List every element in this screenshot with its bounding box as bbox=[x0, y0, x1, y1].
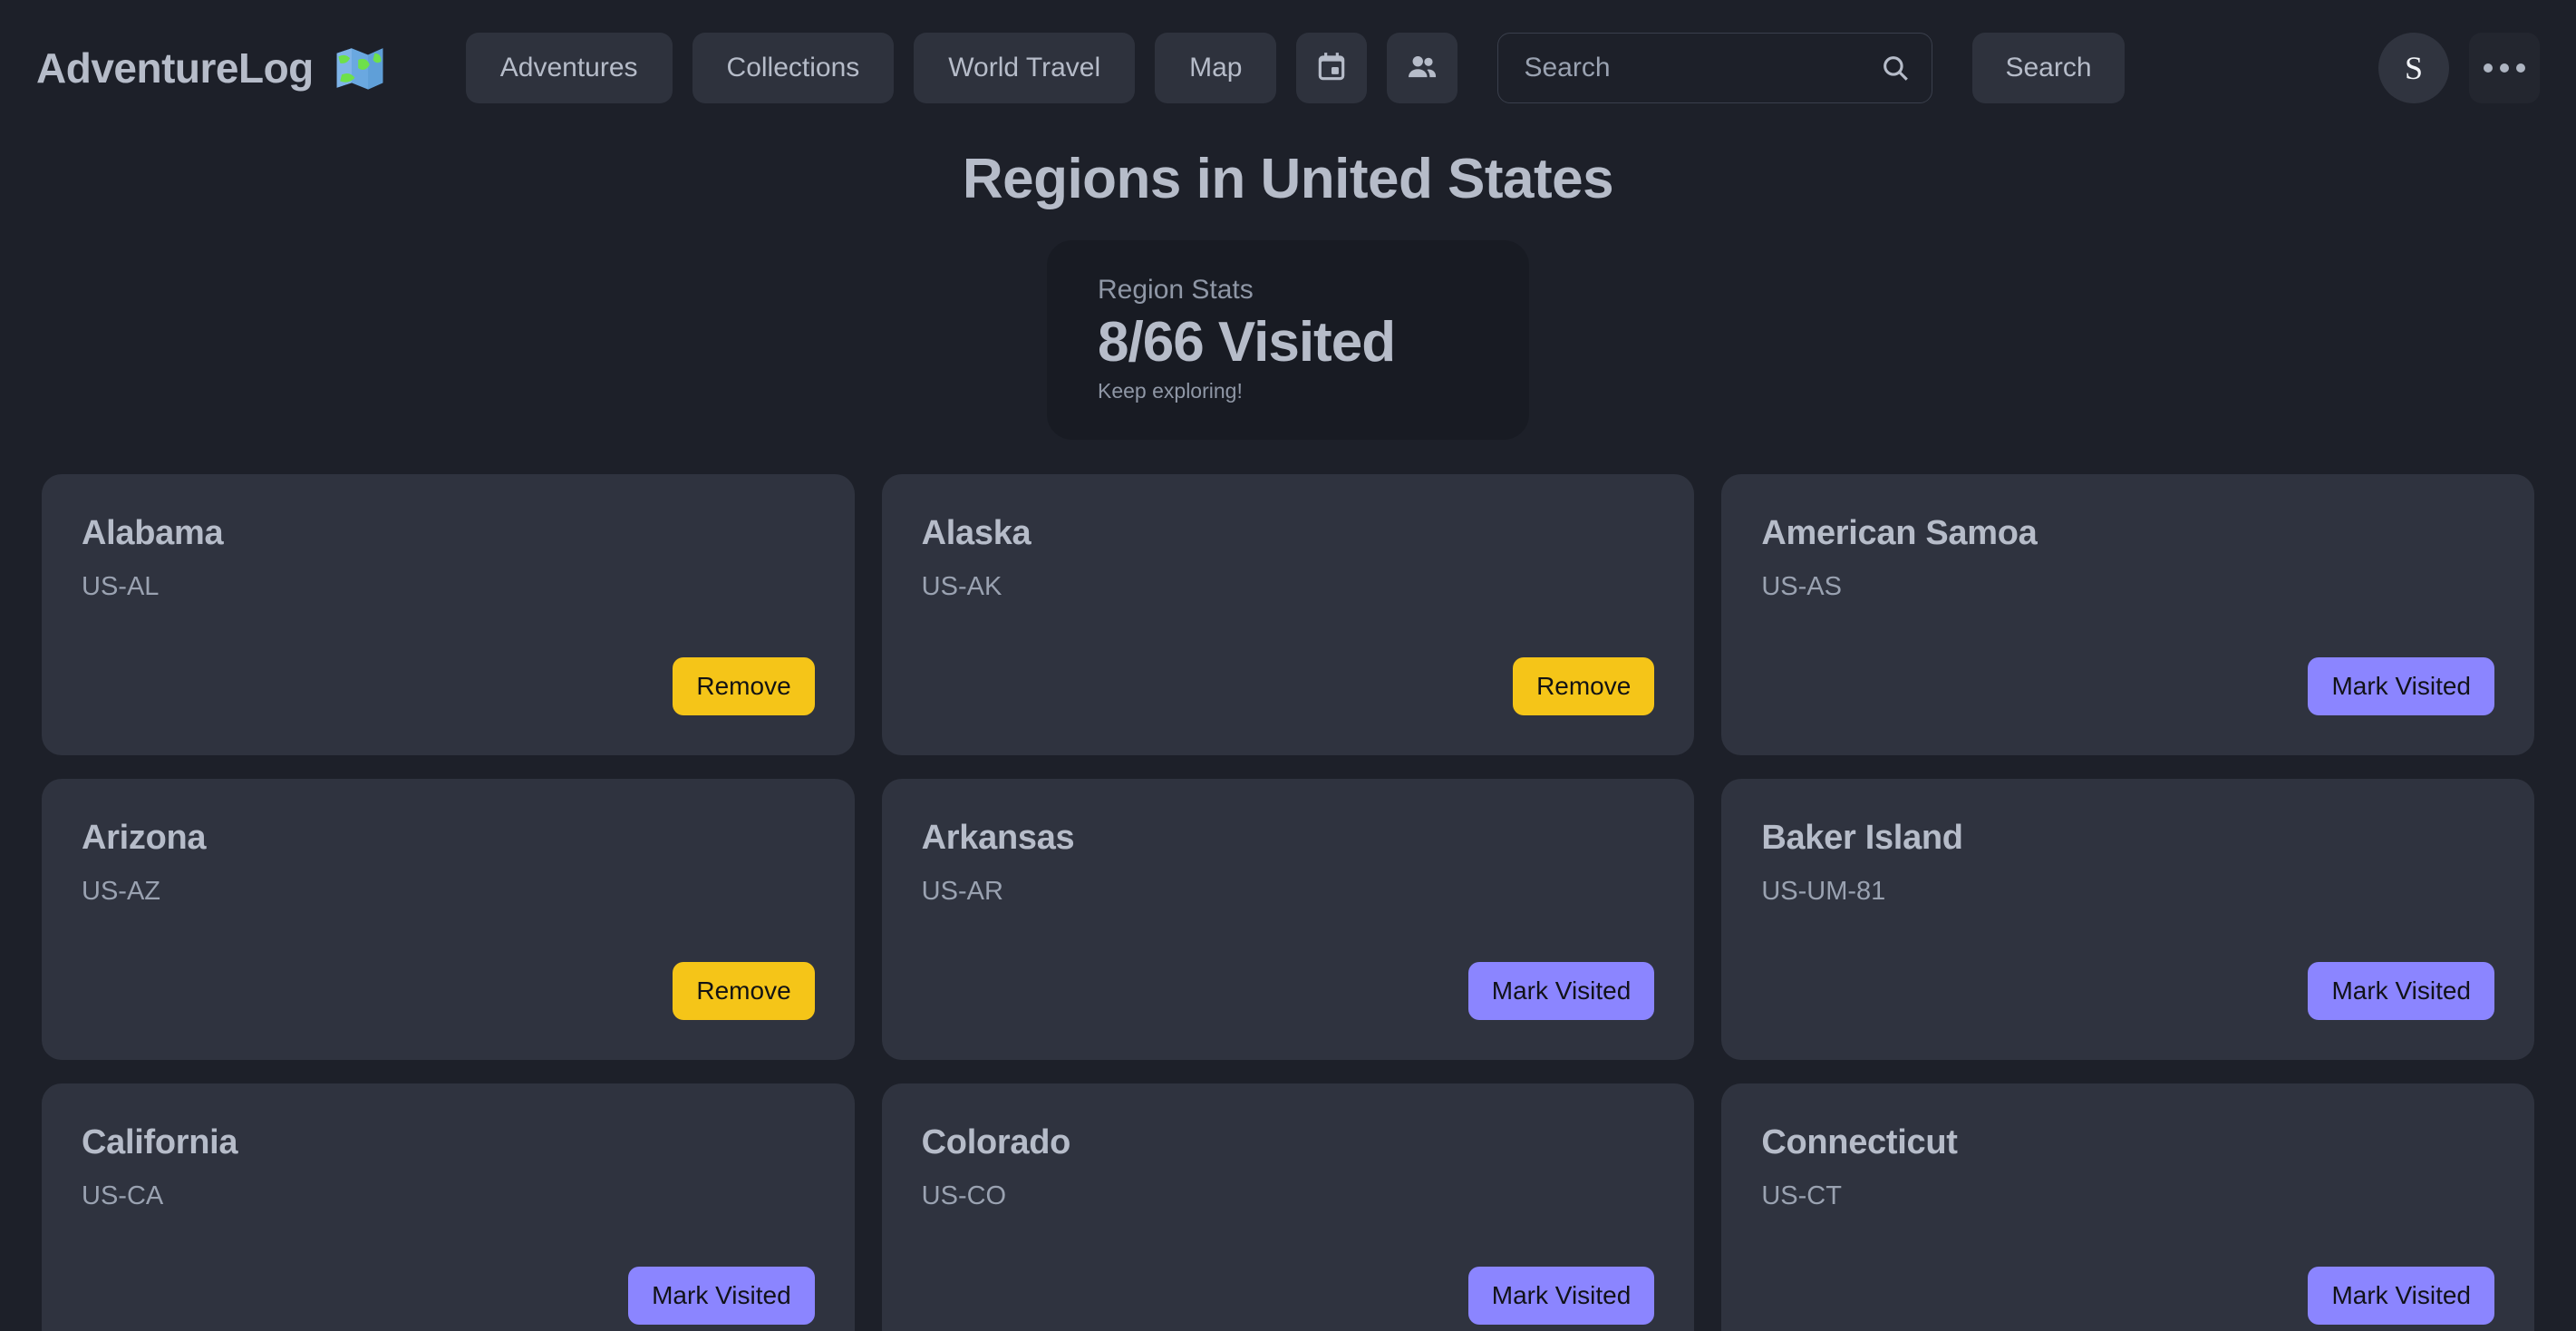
region-card-actions: Mark Visited bbox=[1761, 1267, 2494, 1331]
remove-button[interactable]: Remove bbox=[1513, 657, 1655, 716]
nav-map[interactable]: Map bbox=[1155, 33, 1277, 103]
mark-visited-button[interactable]: Mark Visited bbox=[2308, 657, 2494, 716]
region-code: US-CO bbox=[921, 1181, 1007, 1211]
region-name: American Samoa bbox=[1761, 514, 2038, 553]
nav-collections[interactable]: Collections bbox=[692, 33, 895, 103]
search-input[interactable] bbox=[1497, 33, 1933, 103]
ellipsis-icon bbox=[2484, 63, 2525, 73]
region-stats-card: Region Stats 8/66 Visited Keep exploring… bbox=[1047, 240, 1529, 441]
region-name: California bbox=[82, 1123, 238, 1162]
region-card: Arizona US-AZ Remove bbox=[42, 779, 855, 1061]
region-code: US-AS bbox=[1761, 572, 1842, 602]
page-title: Regions in United States bbox=[962, 148, 1614, 210]
nav-world-travel[interactable]: World Travel bbox=[914, 33, 1136, 103]
mark-visited-button[interactable]: Mark Visited bbox=[2308, 1267, 2494, 1326]
avatar[interactable]: S bbox=[2378, 33, 2449, 103]
region-card: American Samoa US-AS Mark Visited bbox=[1721, 474, 2534, 756]
calendar-icon bbox=[1314, 50, 1349, 87]
mark-visited-button[interactable]: Mark Visited bbox=[1467, 1267, 1655, 1326]
region-card-actions: Remove bbox=[82, 657, 815, 755]
nav-links: Adventures Collections World Travel Map bbox=[465, 33, 2125, 103]
main-content: Regions in United States Region Stats 8/… bbox=[0, 147, 2576, 1331]
region-code: US-UM-81 bbox=[1761, 877, 1886, 907]
nav-adventures[interactable]: Adventures bbox=[465, 33, 673, 103]
region-name: Connecticut bbox=[1761, 1123, 1958, 1162]
mark-visited-button[interactable]: Mark Visited bbox=[628, 1267, 815, 1326]
region-stats-value: 8/66 Visited bbox=[1098, 311, 1396, 374]
region-card-actions: Mark Visited bbox=[1761, 962, 2494, 1060]
region-card: Connecticut US-CT Mark Visited bbox=[1721, 1083, 2534, 1331]
region-card-actions: Remove bbox=[82, 962, 815, 1060]
remove-button[interactable]: Remove bbox=[673, 657, 815, 716]
remove-button[interactable]: Remove bbox=[673, 962, 815, 1021]
navbar: AdventureLog Adventures Collections Worl… bbox=[0, 0, 2576, 136]
region-card-actions: Remove bbox=[922, 657, 1655, 755]
region-card: California US-CA Mark Visited bbox=[42, 1083, 855, 1331]
region-name: Baker Island bbox=[1761, 819, 1963, 858]
region-code: US-AL bbox=[82, 572, 160, 602]
region-code: US-AR bbox=[921, 877, 1003, 907]
region-card: Baker Island US-UM-81 Mark Visited bbox=[1721, 779, 2534, 1061]
search-field[interactable] bbox=[1497, 33, 1933, 103]
region-name: Alaska bbox=[921, 514, 1031, 553]
brand-name: AdventureLog bbox=[36, 44, 314, 92]
region-card: Alabama US-AL Remove bbox=[42, 474, 855, 756]
region-card-actions: Mark Visited bbox=[922, 1267, 1655, 1331]
region-name: Alabama bbox=[82, 514, 224, 553]
mark-visited-button[interactable]: Mark Visited bbox=[1467, 962, 1655, 1021]
users-icon bbox=[1405, 50, 1439, 87]
region-card: Arkansas US-AR Mark Visited bbox=[881, 779, 1695, 1061]
world-map-icon bbox=[334, 42, 386, 94]
region-stats-subtitle: Keep exploring! bbox=[1098, 379, 1243, 403]
region-name: Arizona bbox=[82, 819, 207, 858]
brand[interactable]: AdventureLog bbox=[36, 42, 386, 94]
region-card-actions: Mark Visited bbox=[82, 1267, 815, 1331]
nav-right: S bbox=[2378, 33, 2540, 103]
region-card-actions: Mark Visited bbox=[1761, 657, 2494, 755]
region-card-actions: Mark Visited bbox=[922, 962, 1655, 1060]
region-stats-label: Region Stats bbox=[1098, 275, 1254, 305]
regions-grid: Alabama US-AL Remove Alaska US-AK Remove Ameri… bbox=[0, 474, 2576, 1331]
region-code: US-CA bbox=[82, 1181, 164, 1211]
overflow-menu-button[interactable] bbox=[2469, 33, 2540, 103]
calendar-button[interactable] bbox=[1296, 33, 1368, 103]
region-code: US-AK bbox=[921, 572, 1002, 602]
region-name: Arkansas bbox=[921, 819, 1075, 858]
region-card: Colorado US-CO Mark Visited bbox=[881, 1083, 1695, 1331]
region-name: Colorado bbox=[921, 1123, 1071, 1162]
mark-visited-button[interactable]: Mark Visited bbox=[2308, 962, 2494, 1021]
users-button[interactable] bbox=[1387, 33, 1458, 103]
region-card: Alaska US-AK Remove bbox=[881, 474, 1695, 756]
region-code: US-CT bbox=[1761, 1181, 1842, 1211]
search-button[interactable]: Search bbox=[1972, 33, 2125, 103]
region-code: US-AZ bbox=[82, 877, 160, 907]
